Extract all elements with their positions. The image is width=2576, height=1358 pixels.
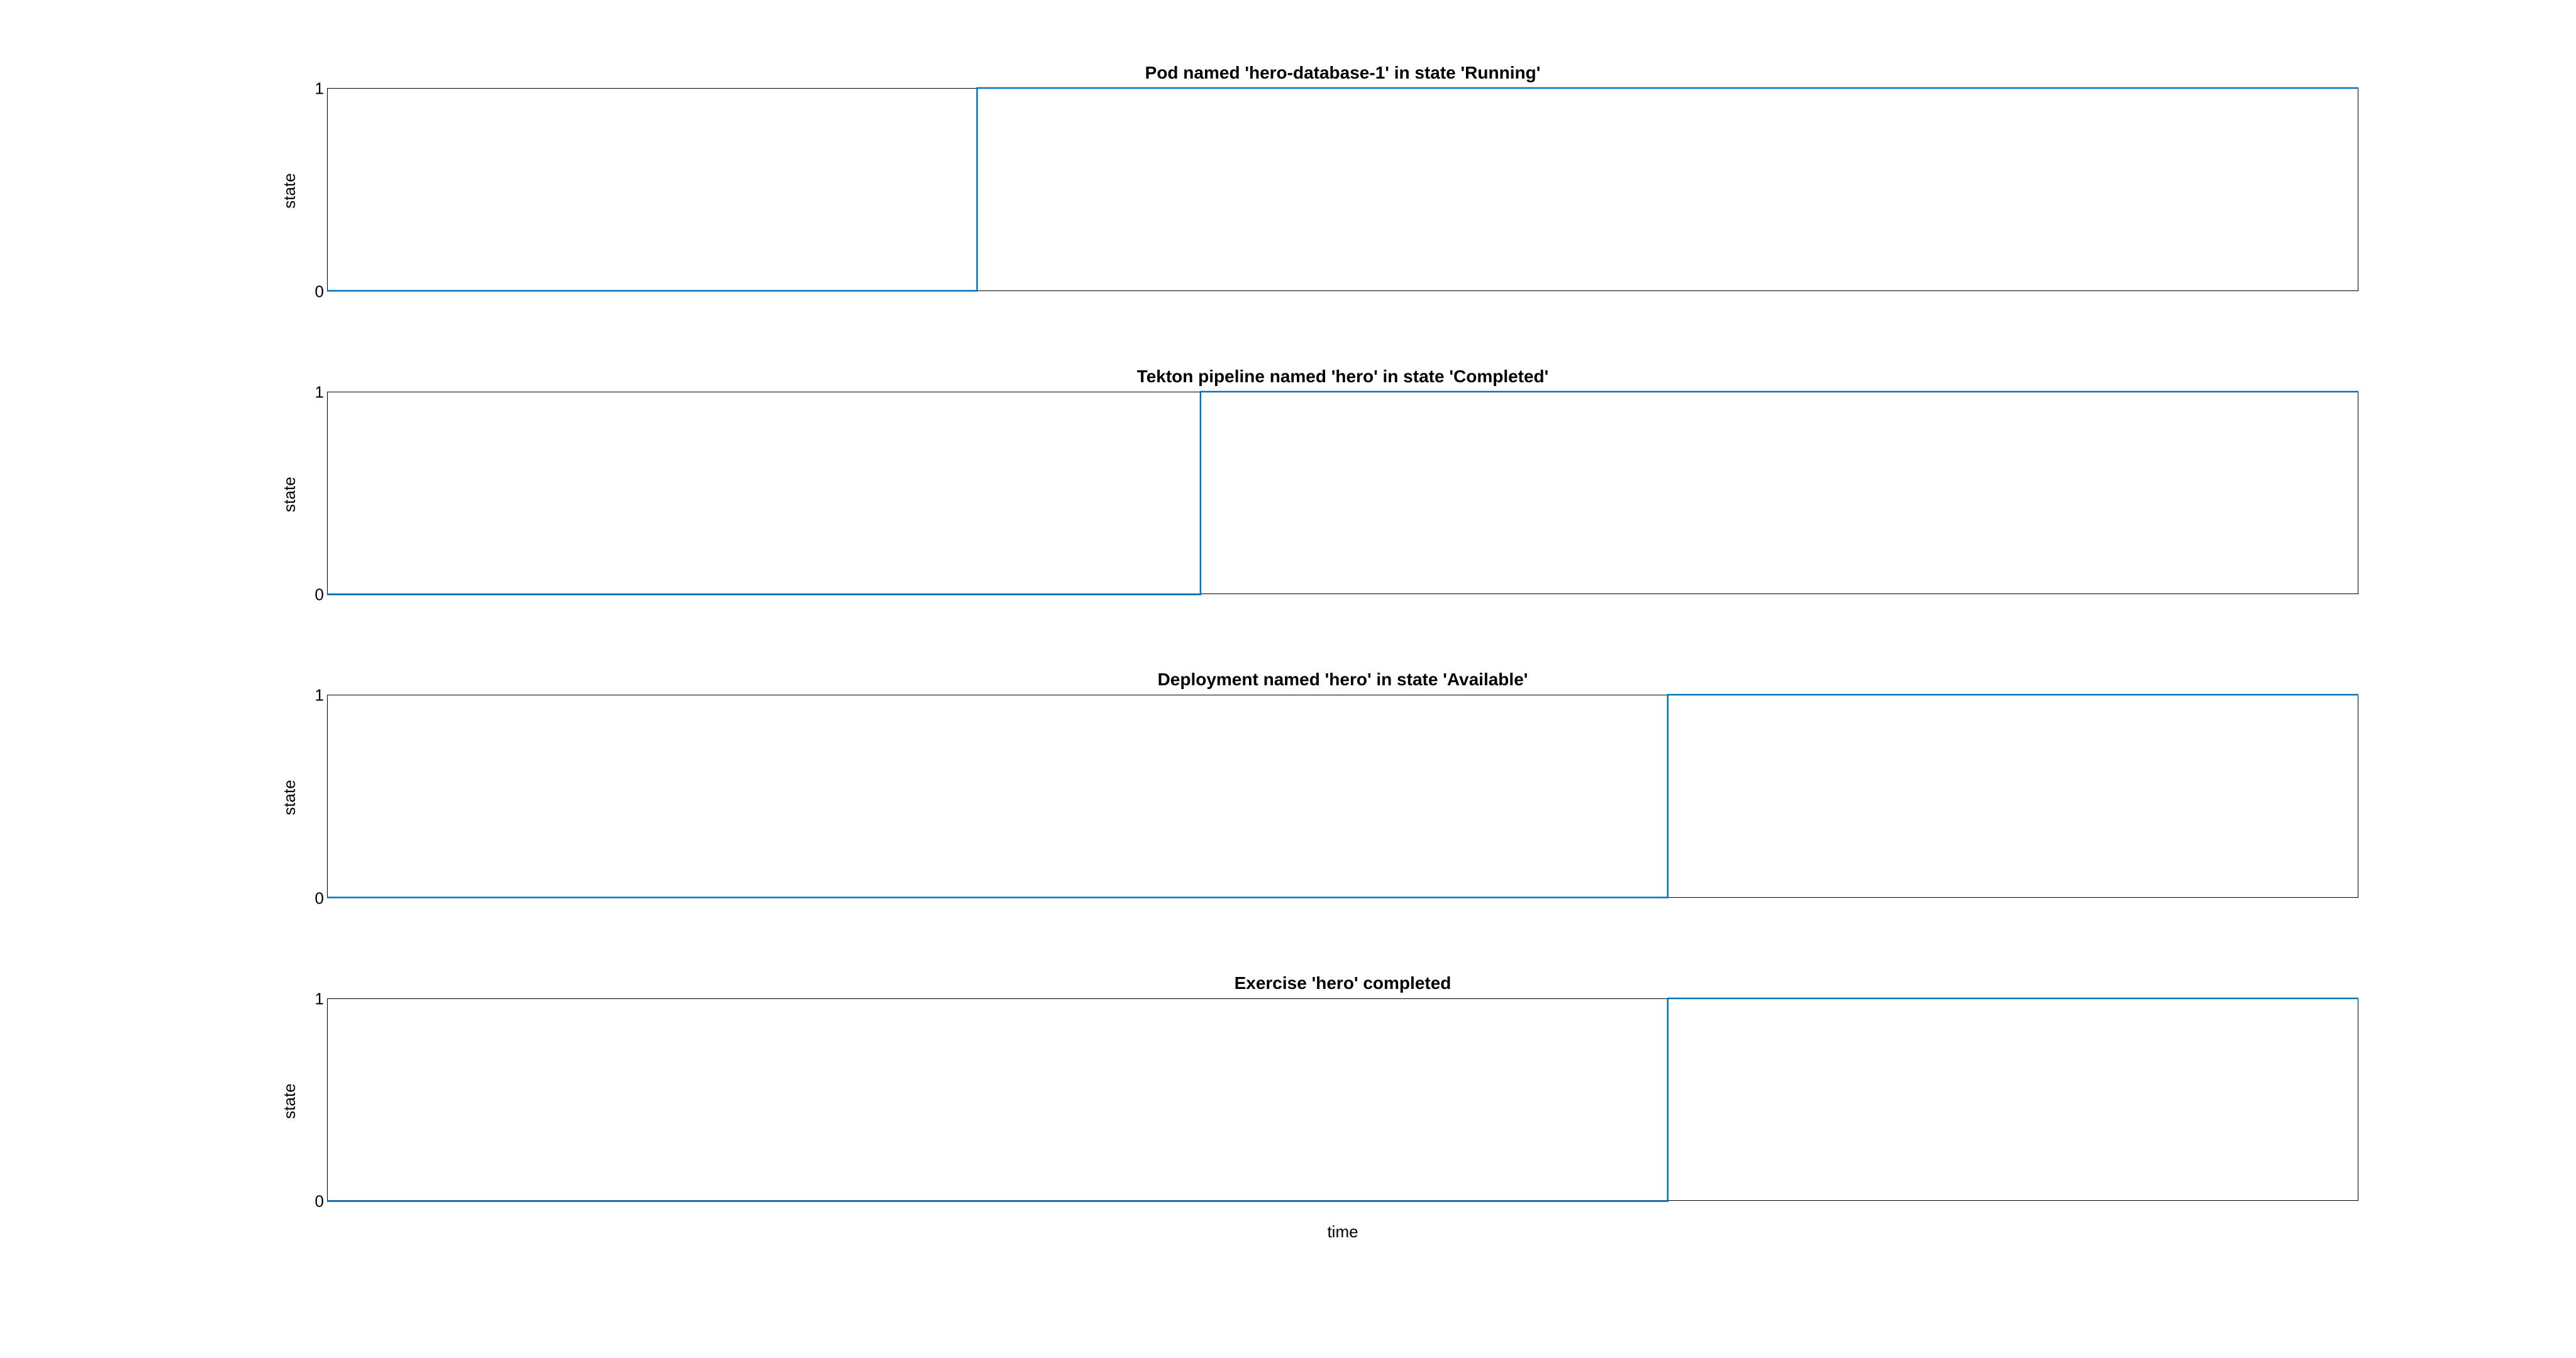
figure-root: Pod named 'hero-database-1' in state 'Ru… (0, 0, 2576, 1358)
ytick-label: 0 (315, 282, 328, 301)
chart-title: Deployment named 'hero' in state 'Availa… (327, 670, 2358, 690)
subplot-grid: Pod named 'hero-database-1' in state 'Ru… (327, 88, 2358, 1201)
ytick-label: 1 (315, 79, 328, 99)
y-axis-label: state (280, 393, 299, 596)
chart-title: Tekton pipeline named 'hero' in state 'C… (327, 367, 2358, 387)
subplot-pod-running: Pod named 'hero-database-1' in state 'Ru… (327, 88, 2358, 291)
ytick-label: 1 (315, 686, 328, 705)
subplot-deployment-available: Deployment named 'hero' in state 'Availa… (327, 695, 2358, 898)
series-line (327, 392, 2358, 595)
y-axis-label: state (280, 1000, 299, 1203)
y-axis-label: state (280, 90, 299, 293)
subplot-exercise-completed: Exercise 'hero' completed01statetime (327, 998, 2358, 1201)
ytick-label: 1 (315, 382, 328, 402)
x-axis-label: time (327, 1222, 2358, 1242)
ytick-label: 0 (315, 585, 328, 605)
ytick-label: 1 (315, 989, 328, 1008)
subplot-pipeline-completed: Tekton pipeline named 'hero' in state 'C… (327, 392, 2358, 595)
series-line (327, 695, 2358, 898)
series-line (327, 998, 2358, 1201)
y-axis-label: state (280, 697, 299, 900)
chart-title: Exercise 'hero' completed (327, 973, 2358, 993)
ytick-label: 0 (315, 1192, 328, 1212)
ytick-label: 0 (315, 888, 328, 908)
series-line (327, 88, 2358, 291)
chart-title: Pod named 'hero-database-1' in state 'Ru… (327, 63, 2358, 83)
